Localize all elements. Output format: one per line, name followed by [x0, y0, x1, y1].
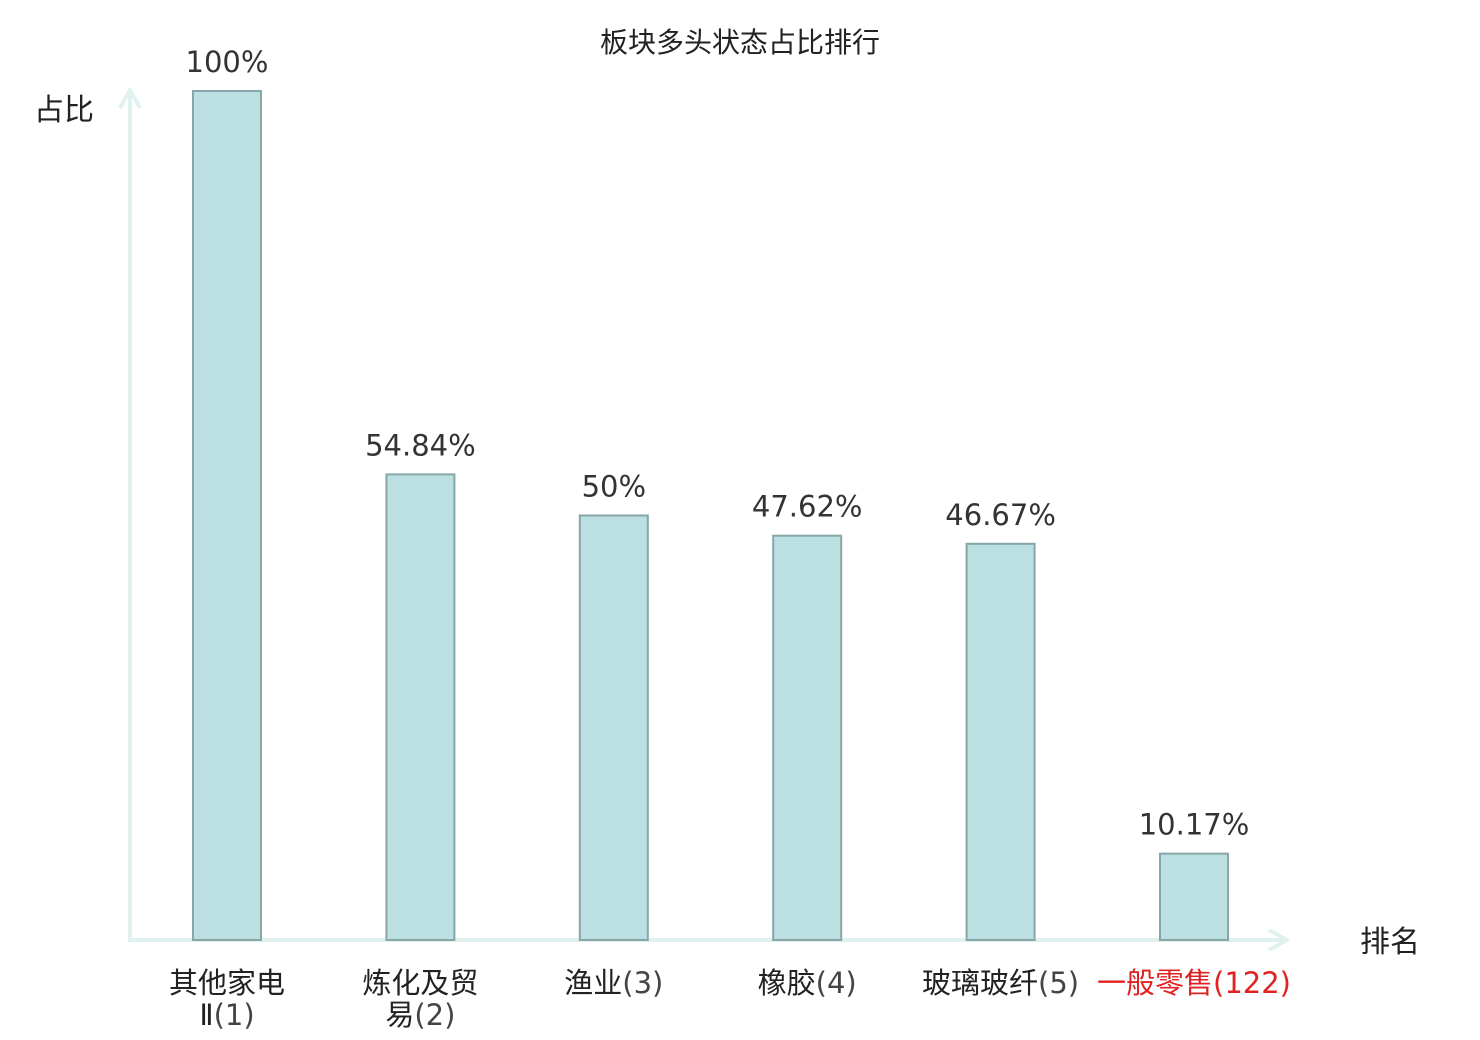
value-label: 100%: [186, 45, 269, 79]
category-rank: (4): [816, 966, 857, 1000]
category-name: 玻璃玻纤: [922, 966, 1038, 1000]
category-rank: (122): [1213, 966, 1291, 1000]
category-label: 橡胶(4): [758, 966, 857, 1000]
value-label: 46.67%: [945, 498, 1056, 532]
bar: [192, 90, 262, 941]
axes: [118, 88, 1289, 952]
value-label: 50%: [582, 470, 646, 504]
value-label: 10.17%: [1139, 808, 1250, 842]
category-rank: (1): [214, 998, 255, 1032]
category-name: 其他家电: [169, 966, 285, 1000]
category-name: 炼化及贸: [362, 966, 478, 1000]
value-labels: 100% 54.84% 50% 47.62% 46.67% 10.17%: [186, 45, 1250, 842]
y-axis-arrow-icon: [118, 88, 142, 109]
category-rank: (5): [1038, 966, 1079, 1000]
category-label: 玻璃玻纤(5): [922, 966, 1079, 1000]
category-label: 其他家电 Ⅱ(1): [169, 966, 285, 1032]
chart-title: 板块多头状态占比排行: [600, 26, 880, 59]
value-label: 47.62%: [752, 490, 863, 524]
category-name: 渔业: [564, 966, 622, 1000]
x-axis-label: 排名: [1360, 925, 1420, 960]
category-rank: (2): [414, 998, 455, 1032]
bar: [965, 542, 1036, 942]
value-label: 54.84%: [365, 428, 476, 462]
bar: [385, 473, 456, 941]
y-axis-label: 占比: [34, 93, 94, 128]
x-axis-arrow-icon: [1268, 928, 1289, 952]
category-name: 一般零售: [1097, 966, 1213, 1000]
category-label: 炼化及贸易(2): [362, 966, 478, 1032]
category-name: Ⅱ: [199, 998, 213, 1032]
category-name: 橡胶: [758, 966, 816, 1000]
category-name: 易: [385, 998, 414, 1032]
category-rank: (3): [622, 966, 663, 1000]
category-labels: 其他家电 Ⅱ(1) 炼化及贸易(2) 渔业(3) 橡胶(4) 玻璃玻纤(5) 一般零售(12…: [169, 966, 1291, 1032]
category-label: 渔业(3): [564, 966, 663, 1000]
bar: [1159, 852, 1229, 941]
category-label: 一般零售(122): [1097, 966, 1291, 1000]
bars: [192, 90, 1229, 942]
bar: [578, 514, 649, 941]
bar: [772, 534, 843, 941]
